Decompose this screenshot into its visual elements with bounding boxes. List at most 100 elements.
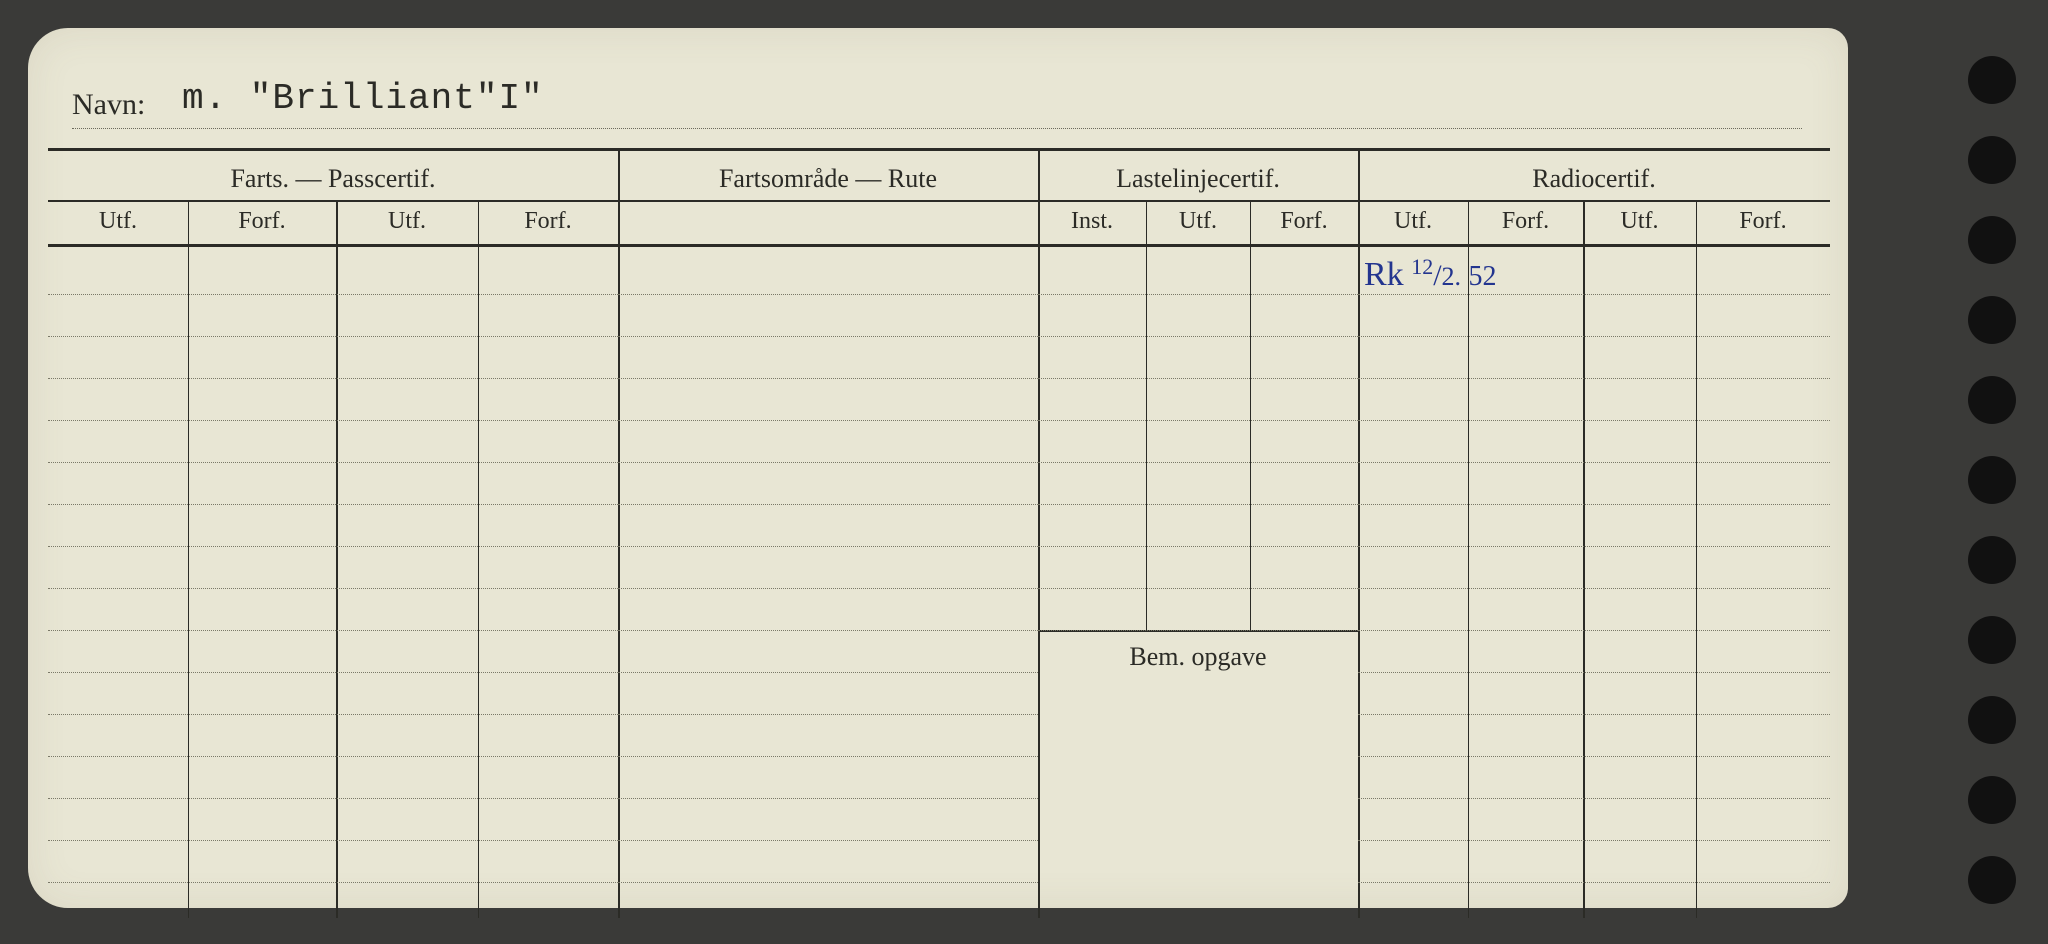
col-l-utf: Utf. [1146, 208, 1250, 235]
section-lastelinje: Lastelinjecertif. [1038, 164, 1358, 194]
row-line [48, 798, 618, 799]
row-line [618, 756, 1038, 757]
binder-hole [1968, 536, 2016, 584]
row-line [618, 462, 1038, 463]
row-line [618, 882, 1038, 883]
column-headers: Utf. Forf. Utf. Forf. Inst. Utf. Forf. U… [48, 200, 1830, 246]
vline-r-3 [1696, 202, 1697, 918]
row-line [1358, 546, 1830, 547]
vline-fp-2 [336, 202, 338, 918]
col-fp-forf2: Forf. [478, 208, 618, 235]
index-card: Navn: m. "Brilliant"I" Farts. — Passcert… [28, 28, 1848, 908]
binder-hole [1968, 456, 2016, 504]
row-line [618, 546, 1038, 547]
row-line [1358, 630, 1830, 631]
row-line [1358, 420, 1830, 421]
section-fartsomrade: Fartsområde — Rute [618, 164, 1038, 194]
section-farts-pass: Farts. — Passcertif. [48, 164, 618, 194]
row-line [1038, 504, 1358, 505]
binder-hole [1968, 136, 2016, 184]
row-line [618, 294, 1038, 295]
col-r-utf2: Utf. [1583, 208, 1696, 235]
vline-sec-1 [618, 150, 620, 918]
col-r-utf1: Utf. [1358, 208, 1468, 235]
vline-fp-3 [478, 202, 479, 918]
col-r-forf2: Forf. [1696, 208, 1830, 235]
row-line [618, 588, 1038, 589]
row-line [1358, 588, 1830, 589]
row-line [48, 672, 618, 673]
col-l-forf: Forf. [1250, 208, 1358, 235]
binder-hole [1968, 376, 2016, 424]
row-line [1358, 462, 1830, 463]
row-line [48, 546, 618, 547]
row-line [1038, 630, 1358, 631]
row-line [1358, 798, 1830, 799]
row-line [48, 588, 618, 589]
row-line [618, 672, 1038, 673]
navn-row: Navn: m. "Brilliant"I" [72, 78, 1802, 129]
row-line [618, 714, 1038, 715]
vline-l-1 [1146, 202, 1147, 630]
binder-hole [1968, 296, 2016, 344]
row-line [1358, 882, 1830, 883]
row-line [1038, 336, 1358, 337]
section-radio: Radiocertif. [1358, 164, 1830, 194]
vline-sec-3 [1358, 150, 1360, 918]
row-line [1358, 840, 1830, 841]
row-line [48, 756, 618, 757]
binder-hole [1968, 776, 2016, 824]
binder-hole [1968, 696, 2016, 744]
vline-fp-1 [188, 202, 189, 918]
row-line [48, 420, 618, 421]
row-line [48, 462, 618, 463]
row-line [48, 882, 618, 883]
row-line [1038, 588, 1358, 589]
vline-sec-2 [1038, 150, 1040, 918]
row-line [618, 378, 1038, 379]
row-line [1358, 756, 1830, 757]
row-line [1038, 378, 1358, 379]
vline-l-2 [1250, 202, 1251, 630]
col-fp-forf1: Forf. [188, 208, 336, 235]
vline-r-1 [1468, 202, 1469, 918]
row-line [48, 294, 618, 295]
binder-hole [1968, 216, 2016, 264]
section-headers: Farts. — Passcertif. Fartsområde — Rute … [48, 156, 1830, 200]
binder-hole [1968, 856, 2016, 904]
navn-value: m. "Brilliant"I" [182, 78, 544, 119]
row-line [618, 504, 1038, 505]
row-line [1038, 294, 1358, 295]
row-line [618, 798, 1038, 799]
row-line [48, 336, 618, 337]
row-line [48, 378, 618, 379]
row-line [1038, 546, 1358, 547]
row-line [1358, 336, 1830, 337]
row-line [1038, 462, 1358, 463]
row-line [1358, 672, 1830, 673]
rule-top [48, 148, 1830, 151]
col-r-forf1: Forf. [1468, 208, 1583, 235]
row-line [618, 630, 1038, 631]
row-line [48, 504, 618, 505]
binder-hole [1968, 616, 2016, 664]
row-line [1358, 294, 1830, 295]
row-line [48, 714, 618, 715]
row-line [48, 840, 618, 841]
row-line [48, 630, 618, 631]
row-line [618, 420, 1038, 421]
row-line [618, 336, 1038, 337]
row-line [618, 840, 1038, 841]
row-line [1358, 714, 1830, 715]
col-fp-utf1: Utf. [48, 208, 188, 235]
entry-radio-utf-1: Rk 12/2. 52 [1364, 254, 1497, 294]
row-line [1038, 420, 1358, 421]
col-l-inst: Inst. [1038, 208, 1146, 235]
row-line [1358, 504, 1830, 505]
binder-hole [1968, 56, 2016, 104]
bem-label: Bem. opgave [1038, 642, 1358, 672]
navn-label: Navn: [72, 88, 145, 122]
rule-under-cols [48, 246, 1830, 247]
row-line [1358, 378, 1830, 379]
col-fp-utf2: Utf. [336, 208, 478, 235]
